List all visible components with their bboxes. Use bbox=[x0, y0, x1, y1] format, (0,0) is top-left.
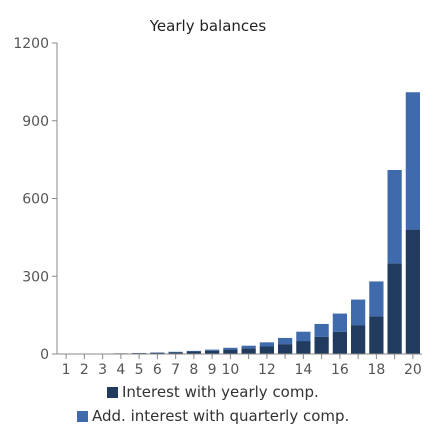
bar-segment-series-0-year-18 bbox=[369, 316, 384, 354]
bar-segment-series-0-year-20 bbox=[405, 229, 420, 354]
bar-segment-series-1-year-9 bbox=[205, 349, 220, 351]
bar-segment-series-1-year-11 bbox=[241, 345, 256, 349]
bar-segment-series-0-year-19 bbox=[387, 263, 402, 354]
bar-segment-series-1-year-15 bbox=[314, 323, 329, 337]
x-tick-label: 1 bbox=[62, 362, 71, 378]
x-tick-label: 8 bbox=[189, 362, 198, 378]
x-tick-label: 10 bbox=[221, 362, 239, 378]
legend-swatch bbox=[107, 387, 118, 398]
bar-segment-series-1-year-14 bbox=[296, 331, 311, 342]
legend-swatch bbox=[77, 411, 88, 422]
x-tick-label: 20 bbox=[404, 362, 422, 378]
bar-segment-series-1-year-12 bbox=[259, 342, 274, 347]
x-tick-label: 14 bbox=[294, 362, 312, 378]
legend-label: Interest with yearly comp. bbox=[122, 383, 319, 401]
y-tick-label: 1200 bbox=[13, 36, 49, 52]
y-tick-label: 600 bbox=[22, 192, 49, 208]
bar-segment-series-0-year-9 bbox=[205, 350, 220, 354]
x-tick-label: 2 bbox=[80, 362, 89, 378]
x-tick-label: 6 bbox=[153, 362, 162, 378]
x-tick-label: 16 bbox=[331, 362, 349, 378]
x-tick-label: 4 bbox=[116, 362, 125, 378]
bar-segment-series-1-year-16 bbox=[332, 313, 347, 332]
bar-segment-series-0-year-12 bbox=[259, 346, 274, 354]
chart-title: Yearly balances bbox=[149, 17, 267, 35]
bar-segment-series-0-year-8 bbox=[186, 351, 201, 354]
x-tick-label: 12 bbox=[258, 362, 276, 378]
y-tick-label: 900 bbox=[22, 114, 49, 130]
bar-segment-series-1-year-18 bbox=[369, 281, 384, 317]
bar-segment-series-0-year-10 bbox=[223, 349, 238, 354]
bar-segment-series-0-year-14 bbox=[296, 341, 311, 354]
x-tick-label: 18 bbox=[367, 362, 385, 378]
bar-segment-series-1-year-20 bbox=[405, 92, 420, 230]
bar-segment-series-0-year-13 bbox=[278, 344, 293, 354]
bar-segment-series-0-year-16 bbox=[332, 331, 347, 354]
x-tick-label: 9 bbox=[208, 362, 217, 378]
bar-segment-series-0-year-7 bbox=[168, 352, 183, 354]
bar-segment-series-0-year-15 bbox=[314, 336, 329, 354]
bar-segment-series-0-year-6 bbox=[150, 352, 165, 354]
legend-label: Add. interest with quarterly comp. bbox=[92, 407, 349, 425]
bar-segment-series-1-year-17 bbox=[351, 299, 366, 326]
x-axis: 1 2 3 4 5 6 7 8 9 10 12 14 16 18 20 bbox=[57, 353, 422, 378]
y-tick-label: 0 bbox=[40, 347, 49, 363]
legend-item-1[interactable]: Add. interest with quarterly comp. bbox=[77, 407, 349, 425]
bar-segment-series-1-year-13 bbox=[278, 337, 293, 345]
bars-group bbox=[59, 92, 420, 354]
bar-segment-series-0-year-17 bbox=[351, 325, 366, 354]
y-tick-label: 300 bbox=[22, 269, 49, 285]
bar-segment-series-1-year-8 bbox=[186, 350, 201, 352]
x-tick-label: 5 bbox=[135, 362, 144, 378]
legend[interactable]: Interest with yearly comp. Add. interest … bbox=[77, 383, 349, 425]
bar-segment-series-0-year-11 bbox=[241, 348, 256, 354]
x-tick-label: 7 bbox=[171, 362, 180, 378]
y-axis: 0 300 600 900 1200 bbox=[13, 36, 58, 363]
bar-segment-series-1-year-10 bbox=[223, 347, 238, 350]
x-tick-label: 3 bbox=[98, 362, 107, 378]
legend-item-0[interactable]: Interest with yearly comp. bbox=[107, 383, 319, 401]
bar-segment-series-1-year-19 bbox=[387, 169, 402, 264]
